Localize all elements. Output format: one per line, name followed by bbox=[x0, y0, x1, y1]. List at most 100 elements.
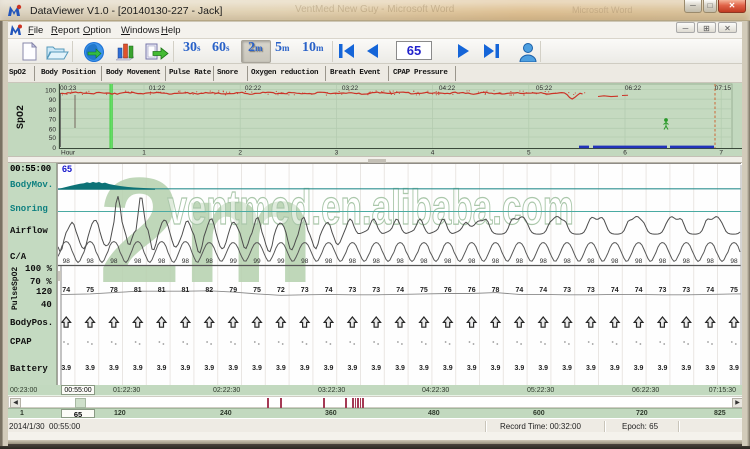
svg-text:78: 78 bbox=[110, 287, 118, 294]
svg-text:98: 98 bbox=[563, 258, 571, 265]
svg-text:6: 6 bbox=[623, 150, 627, 157]
svg-text:3.9: 3.9 bbox=[395, 365, 405, 372]
svg-text:98: 98 bbox=[540, 258, 548, 265]
svg-text:Hour: Hour bbox=[61, 150, 76, 157]
svg-text:2: 2 bbox=[238, 150, 242, 157]
svg-text:74: 74 bbox=[706, 287, 714, 294]
svg-text:3.9: 3.9 bbox=[61, 365, 71, 372]
svg-text:02:22: 02:22 bbox=[245, 85, 262, 92]
svg-text:3.9: 3.9 bbox=[634, 365, 644, 372]
svg-text:76: 76 bbox=[444, 287, 452, 294]
svg-text:98: 98 bbox=[63, 258, 71, 265]
svg-text:75: 75 bbox=[86, 287, 94, 294]
svg-text:99: 99 bbox=[277, 258, 285, 265]
svg-text:3.9: 3.9 bbox=[515, 365, 525, 372]
svg-text:98: 98 bbox=[301, 258, 309, 265]
svg-text:98: 98 bbox=[444, 258, 452, 265]
svg-text:99: 99 bbox=[230, 258, 238, 265]
svg-text:3.9: 3.9 bbox=[109, 365, 119, 372]
svg-text:75: 75 bbox=[420, 287, 428, 294]
svg-text:90: 90 bbox=[49, 97, 57, 104]
svg-text:5: 5 bbox=[527, 150, 531, 157]
svg-text:74: 74 bbox=[635, 287, 643, 294]
svg-text:3.9: 3.9 bbox=[610, 365, 620, 372]
svg-text:3.9: 3.9 bbox=[705, 365, 715, 372]
svg-text:3.9: 3.9 bbox=[443, 365, 453, 372]
svg-text:50: 50 bbox=[49, 135, 57, 142]
svg-text:70: 70 bbox=[49, 117, 57, 124]
svg-text:7: 7 bbox=[719, 150, 723, 157]
svg-text:3.9: 3.9 bbox=[419, 365, 429, 372]
svg-text:3.9: 3.9 bbox=[133, 365, 143, 372]
svg-text:79: 79 bbox=[229, 287, 237, 294]
svg-text:98: 98 bbox=[349, 258, 357, 265]
svg-text:98: 98 bbox=[468, 258, 476, 265]
svg-text:98: 98 bbox=[325, 258, 333, 265]
svg-text:07:15: 07:15 bbox=[715, 85, 732, 92]
svg-text:4: 4 bbox=[431, 150, 435, 157]
svg-text:98: 98 bbox=[158, 258, 166, 265]
svg-text:72: 72 bbox=[277, 287, 285, 294]
svg-text:3.9: 3.9 bbox=[324, 365, 334, 372]
svg-text:0: 0 bbox=[52, 145, 56, 152]
svg-text:98: 98 bbox=[492, 258, 500, 265]
svg-text:3.9: 3.9 bbox=[157, 365, 167, 372]
svg-text:3.9: 3.9 bbox=[371, 365, 381, 372]
svg-text:74: 74 bbox=[325, 287, 333, 294]
svg-text:3.9: 3.9 bbox=[85, 365, 95, 372]
svg-text:76: 76 bbox=[468, 287, 476, 294]
svg-text:3.9: 3.9 bbox=[658, 365, 668, 372]
svg-text:3.9: 3.9 bbox=[348, 365, 358, 372]
svg-text:3: 3 bbox=[335, 150, 339, 157]
svg-text:3.9: 3.9 bbox=[538, 365, 548, 372]
svg-text:98: 98 bbox=[110, 258, 118, 265]
svg-text:98: 98 bbox=[420, 258, 428, 265]
svg-text:98: 98 bbox=[396, 258, 404, 265]
svg-text:82: 82 bbox=[205, 287, 213, 294]
svg-text:98: 98 bbox=[683, 258, 691, 265]
svg-text:99: 99 bbox=[253, 258, 261, 265]
svg-text:05:22: 05:22 bbox=[536, 85, 553, 92]
svg-text:74: 74 bbox=[516, 287, 524, 294]
svg-text:98: 98 bbox=[206, 258, 214, 265]
svg-text:80: 80 bbox=[49, 107, 57, 114]
svg-text:98: 98 bbox=[635, 258, 643, 265]
svg-text:60: 60 bbox=[49, 126, 57, 133]
svg-text:75: 75 bbox=[730, 287, 738, 294]
svg-text:73: 73 bbox=[301, 287, 309, 294]
svg-text:81: 81 bbox=[134, 287, 142, 294]
svg-text:98: 98 bbox=[373, 258, 381, 265]
svg-text:3.9: 3.9 bbox=[228, 365, 238, 372]
svg-text:98: 98 bbox=[587, 258, 595, 265]
svg-text:3.9: 3.9 bbox=[181, 365, 191, 372]
svg-text:81: 81 bbox=[158, 287, 166, 294]
svg-text:81: 81 bbox=[182, 287, 190, 294]
svg-text:3.9: 3.9 bbox=[252, 365, 262, 372]
svg-text:3.9: 3.9 bbox=[562, 365, 572, 372]
svg-text:01:22: 01:22 bbox=[149, 85, 166, 92]
svg-text:3.9: 3.9 bbox=[681, 365, 691, 372]
svg-text:98: 98 bbox=[659, 258, 667, 265]
svg-text:73: 73 bbox=[587, 287, 595, 294]
svg-text:75: 75 bbox=[253, 287, 261, 294]
svg-text:03:22: 03:22 bbox=[342, 85, 359, 92]
svg-text:98: 98 bbox=[516, 258, 524, 265]
svg-text:06:22: 06:22 bbox=[625, 85, 642, 92]
svg-text:98: 98 bbox=[611, 258, 619, 265]
svg-text:98: 98 bbox=[707, 258, 715, 265]
svg-text:3.9: 3.9 bbox=[491, 365, 501, 372]
svg-text:3.9: 3.9 bbox=[729, 365, 739, 372]
svg-text:98: 98 bbox=[86, 258, 94, 265]
svg-text:74: 74 bbox=[62, 287, 70, 294]
svg-text:3.9: 3.9 bbox=[300, 365, 310, 372]
svg-text:73: 73 bbox=[349, 287, 357, 294]
svg-text:00:23: 00:23 bbox=[60, 85, 77, 92]
svg-text:98: 98 bbox=[182, 258, 190, 265]
svg-text:3.9: 3.9 bbox=[276, 365, 286, 372]
svg-text:74: 74 bbox=[539, 287, 547, 294]
svg-text:100: 100 bbox=[45, 88, 56, 95]
svg-text:74: 74 bbox=[396, 287, 404, 294]
svg-text:98: 98 bbox=[134, 258, 142, 265]
svg-text:73: 73 bbox=[563, 287, 571, 294]
svg-text:73: 73 bbox=[372, 287, 380, 294]
